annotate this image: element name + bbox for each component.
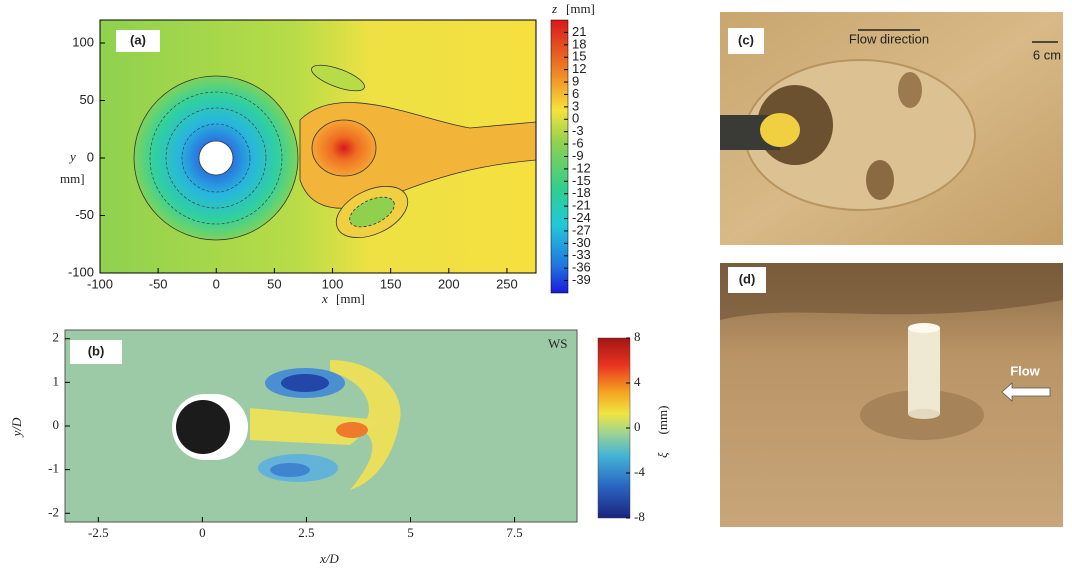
panel-label: (d) bbox=[739, 271, 756, 286]
colorbar-tick-label: 0 bbox=[572, 111, 579, 126]
colorbar-tick-label: -4 bbox=[634, 464, 645, 479]
y-tick-label: -100 bbox=[68, 264, 94, 279]
colorbar-tick-label: -33 bbox=[572, 247, 591, 262]
y-unit: mm] bbox=[60, 171, 85, 186]
y-tick-label: 50 bbox=[80, 92, 94, 107]
colorbar-tick-label: 15 bbox=[572, 49, 586, 64]
colorbar-tick-label: -39 bbox=[572, 272, 591, 287]
colorbar-tick-label: 8 bbox=[634, 329, 641, 344]
colorbar-tick-label: 12 bbox=[572, 61, 586, 76]
colorbar-tick-label: -6 bbox=[572, 136, 584, 151]
colorbar-tick-label: 0 bbox=[634, 419, 641, 434]
plot-frame bbox=[99, 19, 537, 274]
x-tick-label: 200 bbox=[438, 276, 460, 291]
photo bbox=[720, 263, 1063, 527]
x-tick-label: 0 bbox=[199, 525, 206, 540]
x-unit: [mm] bbox=[336, 291, 365, 306]
colorbar-tick-label: 18 bbox=[572, 36, 586, 51]
x-label: x bbox=[321, 291, 328, 306]
colorbar-tick-label: -24 bbox=[572, 210, 591, 225]
x-tick-label: 250 bbox=[496, 276, 518, 291]
x-tick-label: 150 bbox=[380, 276, 402, 291]
y-label: y bbox=[68, 149, 76, 164]
colorbar-tick-label: -8 bbox=[634, 509, 645, 524]
y-tick-label: -50 bbox=[75, 207, 94, 222]
colorbar bbox=[597, 337, 631, 519]
colorbar-tick-label: -15 bbox=[572, 173, 591, 188]
colorbar-tick-label: 21 bbox=[572, 24, 586, 39]
colorbar-tick-label: 3 bbox=[572, 98, 579, 113]
colorbar-unit: (mm) bbox=[655, 406, 670, 435]
colorbar-unit: [mm] bbox=[566, 1, 595, 16]
photo bbox=[720, 12, 1063, 245]
label-box bbox=[70, 340, 122, 364]
x-tick-label: 100 bbox=[322, 276, 344, 291]
colorbar-label: ξ bbox=[655, 452, 670, 458]
colorbar-label: z bbox=[551, 1, 557, 16]
y-tick-label: -1 bbox=[48, 461, 59, 476]
y-tick-label: 100 bbox=[72, 34, 94, 49]
heatmap-field bbox=[65, 330, 577, 522]
contour-field bbox=[100, 20, 536, 273]
x-tick-label: 50 bbox=[267, 276, 281, 291]
x-tick-label: -100 bbox=[87, 276, 113, 291]
x-tick-label: -50 bbox=[149, 276, 168, 291]
colorbar-tick-label: -3 bbox=[572, 123, 584, 138]
colorbar-tick-label: -30 bbox=[572, 235, 591, 250]
y-tick-label: 1 bbox=[53, 373, 60, 388]
photo-text: 6 cm bbox=[1033, 47, 1061, 62]
panel-label: (b) bbox=[88, 343, 105, 358]
x-tick-label: -2.5 bbox=[88, 525, 109, 540]
colorbar-tick-label: -27 bbox=[572, 222, 591, 237]
y-tick-label: 2 bbox=[53, 330, 60, 345]
x-tick-label: 2.5 bbox=[298, 525, 314, 540]
y-tick-label: -2 bbox=[48, 504, 59, 519]
photo-text: Flow bbox=[1010, 363, 1040, 378]
y-tick-label: 0 bbox=[53, 417, 60, 432]
photo-text: Flow direction bbox=[849, 31, 929, 46]
colorbar-tick-label: -9 bbox=[572, 148, 584, 163]
x-tick-label: 0 bbox=[213, 276, 220, 291]
x-label: x/D bbox=[319, 551, 339, 566]
y-label: y/D bbox=[9, 417, 24, 438]
x-tick-label: 5 bbox=[407, 525, 414, 540]
x-tick-label: 7.5 bbox=[506, 525, 522, 540]
colorbar-tick-label: -21 bbox=[572, 198, 591, 213]
colorbar-tick-label: -12 bbox=[572, 160, 591, 175]
annotation: WS bbox=[548, 336, 568, 351]
panel-label: (a) bbox=[130, 32, 146, 47]
colorbar-tick-label: -18 bbox=[572, 185, 591, 200]
colorbar-tick-label: 9 bbox=[572, 73, 579, 88]
label-box bbox=[116, 30, 160, 52]
colorbar-tick-label: 4 bbox=[634, 374, 641, 389]
colorbar-tick-label: -36 bbox=[572, 260, 591, 275]
y-tick-label: 0 bbox=[87, 149, 94, 164]
panel-label: (c) bbox=[738, 32, 754, 47]
colorbar-tick-label: 6 bbox=[572, 86, 579, 101]
